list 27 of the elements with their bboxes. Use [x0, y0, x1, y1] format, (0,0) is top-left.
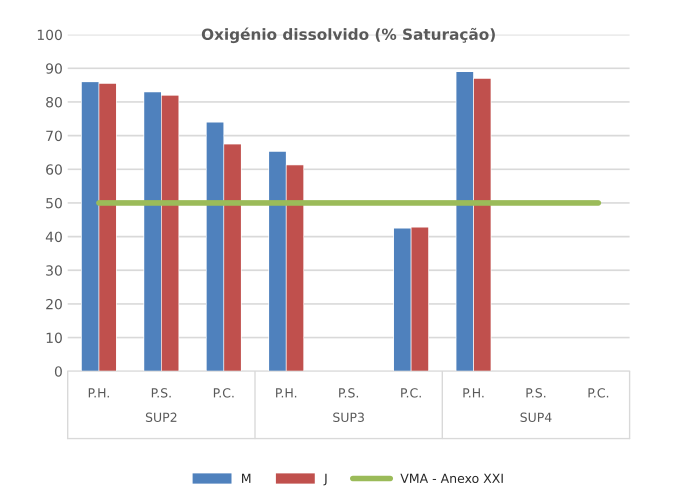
- x-tick-label: P.C.: [401, 388, 421, 398]
- y-tick-label: 30: [46, 265, 62, 276]
- x-tick-label: P.C.: [214, 388, 234, 398]
- y-tick-label: 90: [46, 63, 62, 74]
- y-tick-label: 0: [54, 366, 62, 377]
- y-tick-label: 60: [46, 164, 62, 175]
- x-tick-label: P.H.: [88, 388, 109, 398]
- chart-title: Oxigénio dissolvido (% Saturação): [202, 28, 495, 44]
- text: SUP2: [146, 412, 176, 422]
- y-tick-label: 70: [46, 130, 62, 142]
- x-tick-label: P.S.: [526, 388, 546, 398]
- y-tick-label: 10: [46, 332, 62, 344]
- y-tick-label: 20: [46, 298, 62, 310]
- x-tick-label: P.S.: [152, 388, 171, 398]
- legend-label: J: [323, 474, 327, 486]
- x-tick-label: P.H.: [276, 388, 296, 398]
- legend-label: M: [242, 474, 250, 483]
- y-tick-label: 40: [46, 232, 62, 242]
- x-tick-label: P.H.: [463, 388, 484, 398]
- legend-label: VMA - Anexo XXI: [400, 474, 503, 484]
- y-tick-label: 80: [46, 96, 62, 108]
- y-tick-label: 50: [46, 198, 62, 208]
- y-tick-label: 100: [38, 30, 62, 40]
- text: SUP3: [333, 412, 364, 422]
- x-tick-label: P.S.: [339, 388, 358, 398]
- text: SUP4: [520, 412, 552, 422]
- x-tick-label: P.C.: [588, 388, 608, 398]
